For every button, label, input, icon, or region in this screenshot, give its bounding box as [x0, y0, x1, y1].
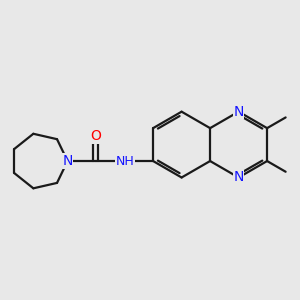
Text: N: N [233, 170, 244, 184]
Text: NH: NH [116, 154, 134, 167]
Text: N: N [233, 105, 244, 119]
Text: O: O [90, 129, 101, 143]
Text: N: N [62, 154, 73, 168]
